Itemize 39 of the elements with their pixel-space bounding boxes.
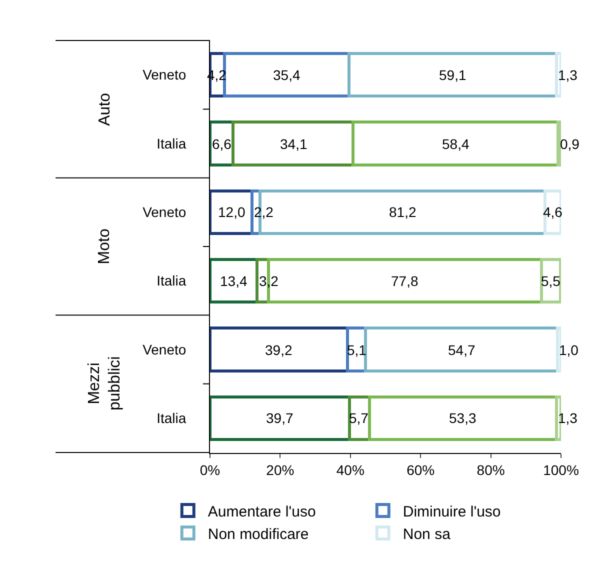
x-tick-label: 100% — [543, 462, 579, 478]
data-label: 12,0 — [218, 204, 246, 220]
x-tick-label: 60% — [406, 462, 435, 478]
x-tick-label: 80% — [476, 462, 505, 478]
y-tick-label: Italia — [156, 135, 186, 152]
text: Auto — [96, 92, 114, 126]
y-tick-label: Veneto — [142, 204, 186, 220]
data-label: 39,7 — [266, 410, 294, 426]
data-label: 39,2 — [265, 342, 292, 358]
text: Moto — [96, 228, 114, 264]
x-tick-label: 20% — [266, 462, 294, 478]
data-label: 54,7 — [448, 342, 476, 358]
data-label: 13,4 — [220, 273, 248, 289]
data-label: 58,4 — [442, 136, 470, 152]
y-tick-label: Veneto — [142, 341, 186, 358]
data-label: 6,6 — [212, 136, 232, 152]
data-label: 59,1 — [439, 67, 466, 83]
data-label: 1,3 — [558, 410, 578, 426]
x-tick-label: 0% — [200, 462, 220, 478]
legend-label: Non sa — [402, 526, 452, 543]
data-label: 2,2 — [254, 204, 274, 220]
data-label: 81,2 — [389, 204, 416, 220]
data-label: 4,6 — [543, 204, 563, 220]
data-label: 0,9 — [560, 136, 580, 152]
data-label: 1,3 — [558, 67, 578, 83]
y-tick-label: Veneto — [142, 66, 186, 83]
legend-label: Aumentare l'uso — [208, 503, 316, 520]
data-label: 5,5 — [541, 273, 561, 289]
y-tick-label: Italia — [156, 272, 186, 289]
y-tick-label: Italia — [156, 410, 186, 426]
data-label: 34,1 — [280, 136, 308, 152]
text: Mezzi pubblici — [86, 356, 124, 411]
legend-label: Diminuire l'uso — [402, 503, 501, 520]
data-label: 77,8 — [391, 273, 418, 289]
data-label: 35,4 — [273, 67, 300, 83]
x-tick-label: 40% — [336, 462, 364, 478]
data-label: 1,0 — [559, 342, 579, 358]
legend-label: Non modificare — [208, 526, 309, 543]
data-label: 53,3 — [449, 410, 476, 426]
